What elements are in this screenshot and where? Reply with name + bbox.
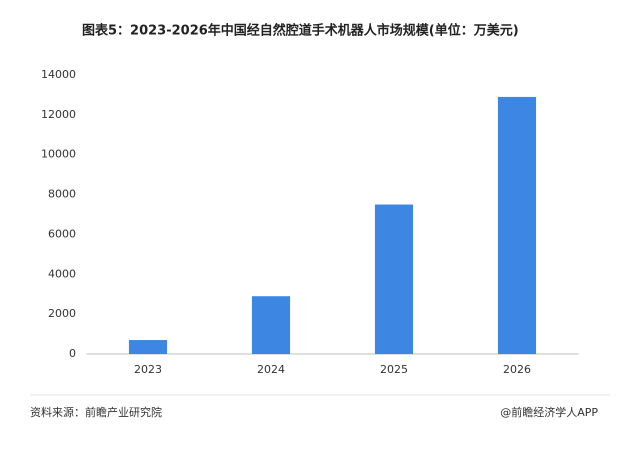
credit: @前瞻经济学人APP (500, 405, 598, 419)
y-tick-label: 14000 (41, 68, 76, 81)
y-tick-label: 8000 (48, 188, 76, 201)
source-note: 资料来源：前瞻产业研究院 (30, 405, 162, 419)
y-tick-label: 10000 (41, 148, 76, 161)
y-tick-label: 12000 (41, 108, 76, 121)
y-tick-label: 2000 (48, 307, 76, 320)
x-tick-label: 2024 (257, 363, 285, 376)
y-tick-label: 6000 (48, 227, 76, 240)
bar (251, 296, 291, 354)
chart-title: 图表5：2023-2026年中国经自然腔道手术机器人市场规模(单位：万美元) (82, 23, 519, 39)
y-tick-label: 4000 (48, 267, 76, 280)
x-tick-label: 2023 (134, 363, 162, 376)
x-tick-label: 2025 (380, 363, 408, 376)
y-tick-label: 0 (69, 347, 76, 360)
bar (128, 340, 168, 354)
bar (374, 204, 414, 354)
x-tick-label: 2026 (503, 363, 531, 376)
bar (497, 96, 537, 355)
